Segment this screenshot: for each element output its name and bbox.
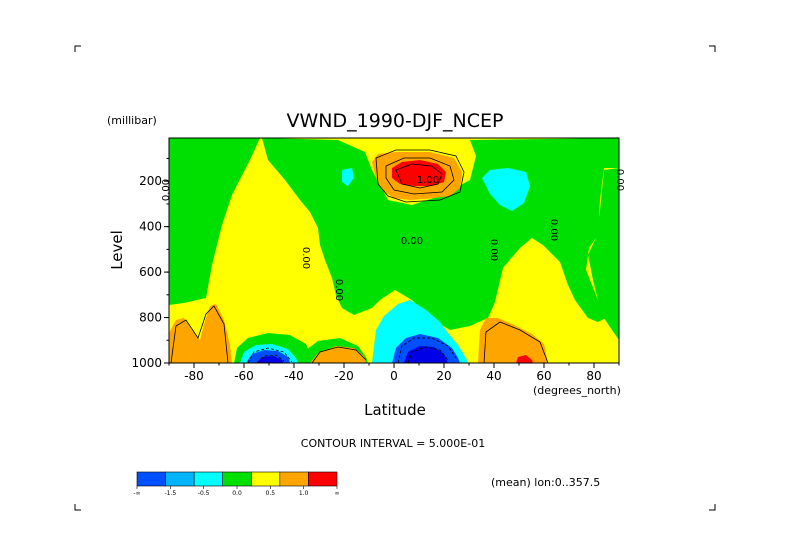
colorbar-swatch	[279, 471, 309, 487]
contour-line-sp	[170, 305, 229, 363]
x-tick-label: -40	[284, 369, 304, 383]
colorbar-swatch	[193, 471, 224, 487]
orange-region-ne-surface	[478, 318, 548, 363]
colorbar-swatch	[136, 471, 166, 487]
y-tick-label: 800	[139, 311, 162, 325]
x-tick-label: -60	[234, 369, 254, 383]
y-axis-label: Level	[108, 230, 126, 270]
contour-line-eq-1	[397, 337, 457, 363]
x-units: (degrees_north)	[533, 384, 621, 397]
contour-label: 1.00	[417, 175, 439, 186]
cyan-region-upper	[482, 168, 530, 211]
y-tick-label: 200	[139, 174, 162, 188]
y-tick-label: 400	[139, 220, 162, 234]
contour-line-upper-2	[385, 157, 455, 195]
y-tick-label: 600	[139, 265, 162, 279]
x-tick-label: -80	[184, 369, 204, 383]
x-tick-label: 80	[586, 369, 601, 383]
contour-label: 0.00	[548, 219, 559, 241]
x-tick-label: 20	[436, 369, 451, 383]
colorbar-swatch	[165, 471, 195, 487]
cyan-region-small	[342, 168, 354, 186]
x-axis: -80 -60 -40 -20 0 20 40 60 80	[168, 363, 620, 383]
colorbar-label: ∞	[335, 490, 340, 497]
contour-interval: CONTOUR INTERVAL = 5.000E-01	[301, 437, 485, 450]
x-tick-label: 60	[536, 369, 551, 383]
x-tick-label: -20	[334, 369, 354, 383]
contour-line-south-1	[247, 347, 293, 363]
colorbar: -∞ -1.5 -0.5 0.0 0.5 1.0 ∞	[133, 471, 340, 497]
orange-region-sp	[169, 304, 232, 363]
colorbar-swatch	[250, 471, 281, 487]
colorbar-label: 1.0	[299, 490, 309, 497]
contour-line-ne	[483, 321, 549, 363]
y-axis: 200 400 600 800 1000	[131, 157, 169, 370]
contour-label: 0.00	[300, 247, 311, 269]
contour-label: 0.00	[401, 236, 423, 247]
contour-field	[169, 138, 619, 363]
contour-line-upper-1	[375, 149, 465, 203]
crop-marks	[74, 45, 716, 511]
colorbar-label: 0.5	[266, 490, 276, 497]
colorbar-swatch	[222, 471, 252, 487]
colorbar-label: -1.5	[164, 490, 176, 497]
red-region-surface	[516, 355, 533, 363]
contour-label: 0.00	[333, 279, 344, 301]
y-units: (millibar)	[107, 114, 157, 127]
contour-line-south-2	[257, 354, 285, 363]
colorbar-label: -∞	[133, 490, 140, 497]
contour-label: 0.00	[161, 179, 172, 201]
colorbar-swatch	[308, 471, 338, 487]
contour-line-south-mid	[311, 346, 367, 363]
x-axis-label: Latitude	[364, 401, 426, 419]
chart-title: VWND_1990-DJF_NCEP	[287, 110, 504, 132]
subtitle-mean-lon: (mean) lon:0..357.5	[491, 476, 600, 489]
colorbar-label: 0.0	[232, 490, 242, 497]
contour-line-upper-3	[395, 163, 443, 189]
green-region-np	[588, 168, 619, 340]
contour-label: 0.00	[488, 239, 499, 261]
x-tick-label: 40	[486, 369, 501, 383]
contour-line-eq-2	[407, 346, 449, 363]
orange-region-south-mid	[310, 346, 366, 363]
x-tick-label: 0	[390, 369, 398, 383]
deep-blue-region-equator	[404, 346, 448, 363]
green-region-sp	[169, 138, 260, 305]
colorbar-label: -0.5	[198, 490, 210, 497]
y-tick-label: 1000	[131, 356, 162, 370]
